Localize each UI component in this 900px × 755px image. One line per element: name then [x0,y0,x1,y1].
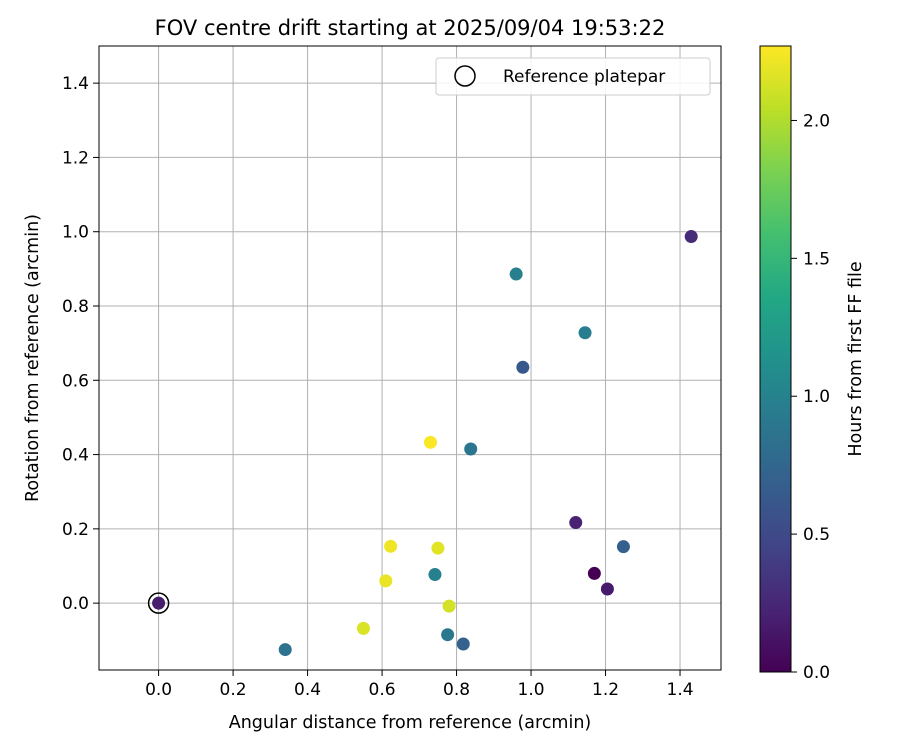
data-point [441,628,455,642]
y-tick-label: 0.4 [62,446,89,466]
y-tick-label: 1.4 [62,74,89,94]
x-axis-label: Angular distance from reference (arcmin) [229,713,592,733]
data-point [379,574,393,588]
data-point [587,566,601,580]
colorbar-tick-label: 1.5 [803,249,830,269]
legend: Reference platepar [435,57,711,96]
x-tick-label: 0.6 [369,680,396,700]
chart-title: FOV centre drift starting at 2025/09/04 … [155,16,666,40]
data-point [431,541,445,555]
x-tick-label: 1.0 [518,680,545,700]
x-tick-label: 0.4 [294,680,321,700]
y-tick-label: 0.2 [62,520,89,540]
colorbar-tick-label: 0.5 [803,525,830,545]
x-tick-label: 0.2 [220,680,247,700]
colorbar-tick-label: 1.0 [803,387,830,407]
grid [99,46,721,670]
colorbar-ticks: 0.0 0.5 1.0 1.5 2.0 [791,111,830,683]
data-point [578,326,592,340]
colorbar-label: Hours from first FF file [846,261,866,456]
data-point [356,621,370,635]
legend-label-reference: Reference platepar [503,67,665,87]
data-point [600,582,614,596]
data-point [464,442,478,456]
y-tick-label: 1.0 [62,223,89,243]
data-point [684,230,698,244]
y-tick-label: 0.8 [62,297,89,317]
data-point [456,637,470,651]
plot-frame [98,45,722,671]
data-point [516,360,530,374]
colorbar-tick-label: 2.0 [803,111,830,131]
colorbar-gradient [759,45,792,673]
y-tick-label: 0.0 [62,594,89,614]
x-tick-label: 0.0 [145,680,172,700]
legend-box [435,57,711,96]
x-tick-label: 0.8 [443,680,470,700]
y-tick-label: 0.6 [62,371,89,391]
colorbar-tick-label: 0.0 [803,663,830,683]
colorbar: 0.0 0.5 1.0 1.5 2.0 Hours from first FF file [759,45,866,683]
y-axis-label: Rotation from reference (arcmin) [23,214,43,502]
data-point [442,599,456,613]
data-points [147,230,698,657]
axes: 0.0 0.2 0.4 0.6 0.8 1.0 1.2 1.4 0.0 0.2 0.4 0.6 0.8 1… [62,45,722,700]
data-point [509,267,523,281]
data-point [616,540,630,554]
data-point [152,596,166,610]
legend-marker-reference [454,65,476,87]
data-point [278,643,292,657]
data-point [569,516,583,530]
data-point [423,435,437,449]
data-point [428,568,442,582]
x-tick-label: 1.2 [592,680,619,700]
x-tick-label: 1.4 [667,680,694,700]
reference-marker [147,592,170,614]
data-point [384,539,398,553]
y-tick-label: 1.2 [62,148,89,168]
